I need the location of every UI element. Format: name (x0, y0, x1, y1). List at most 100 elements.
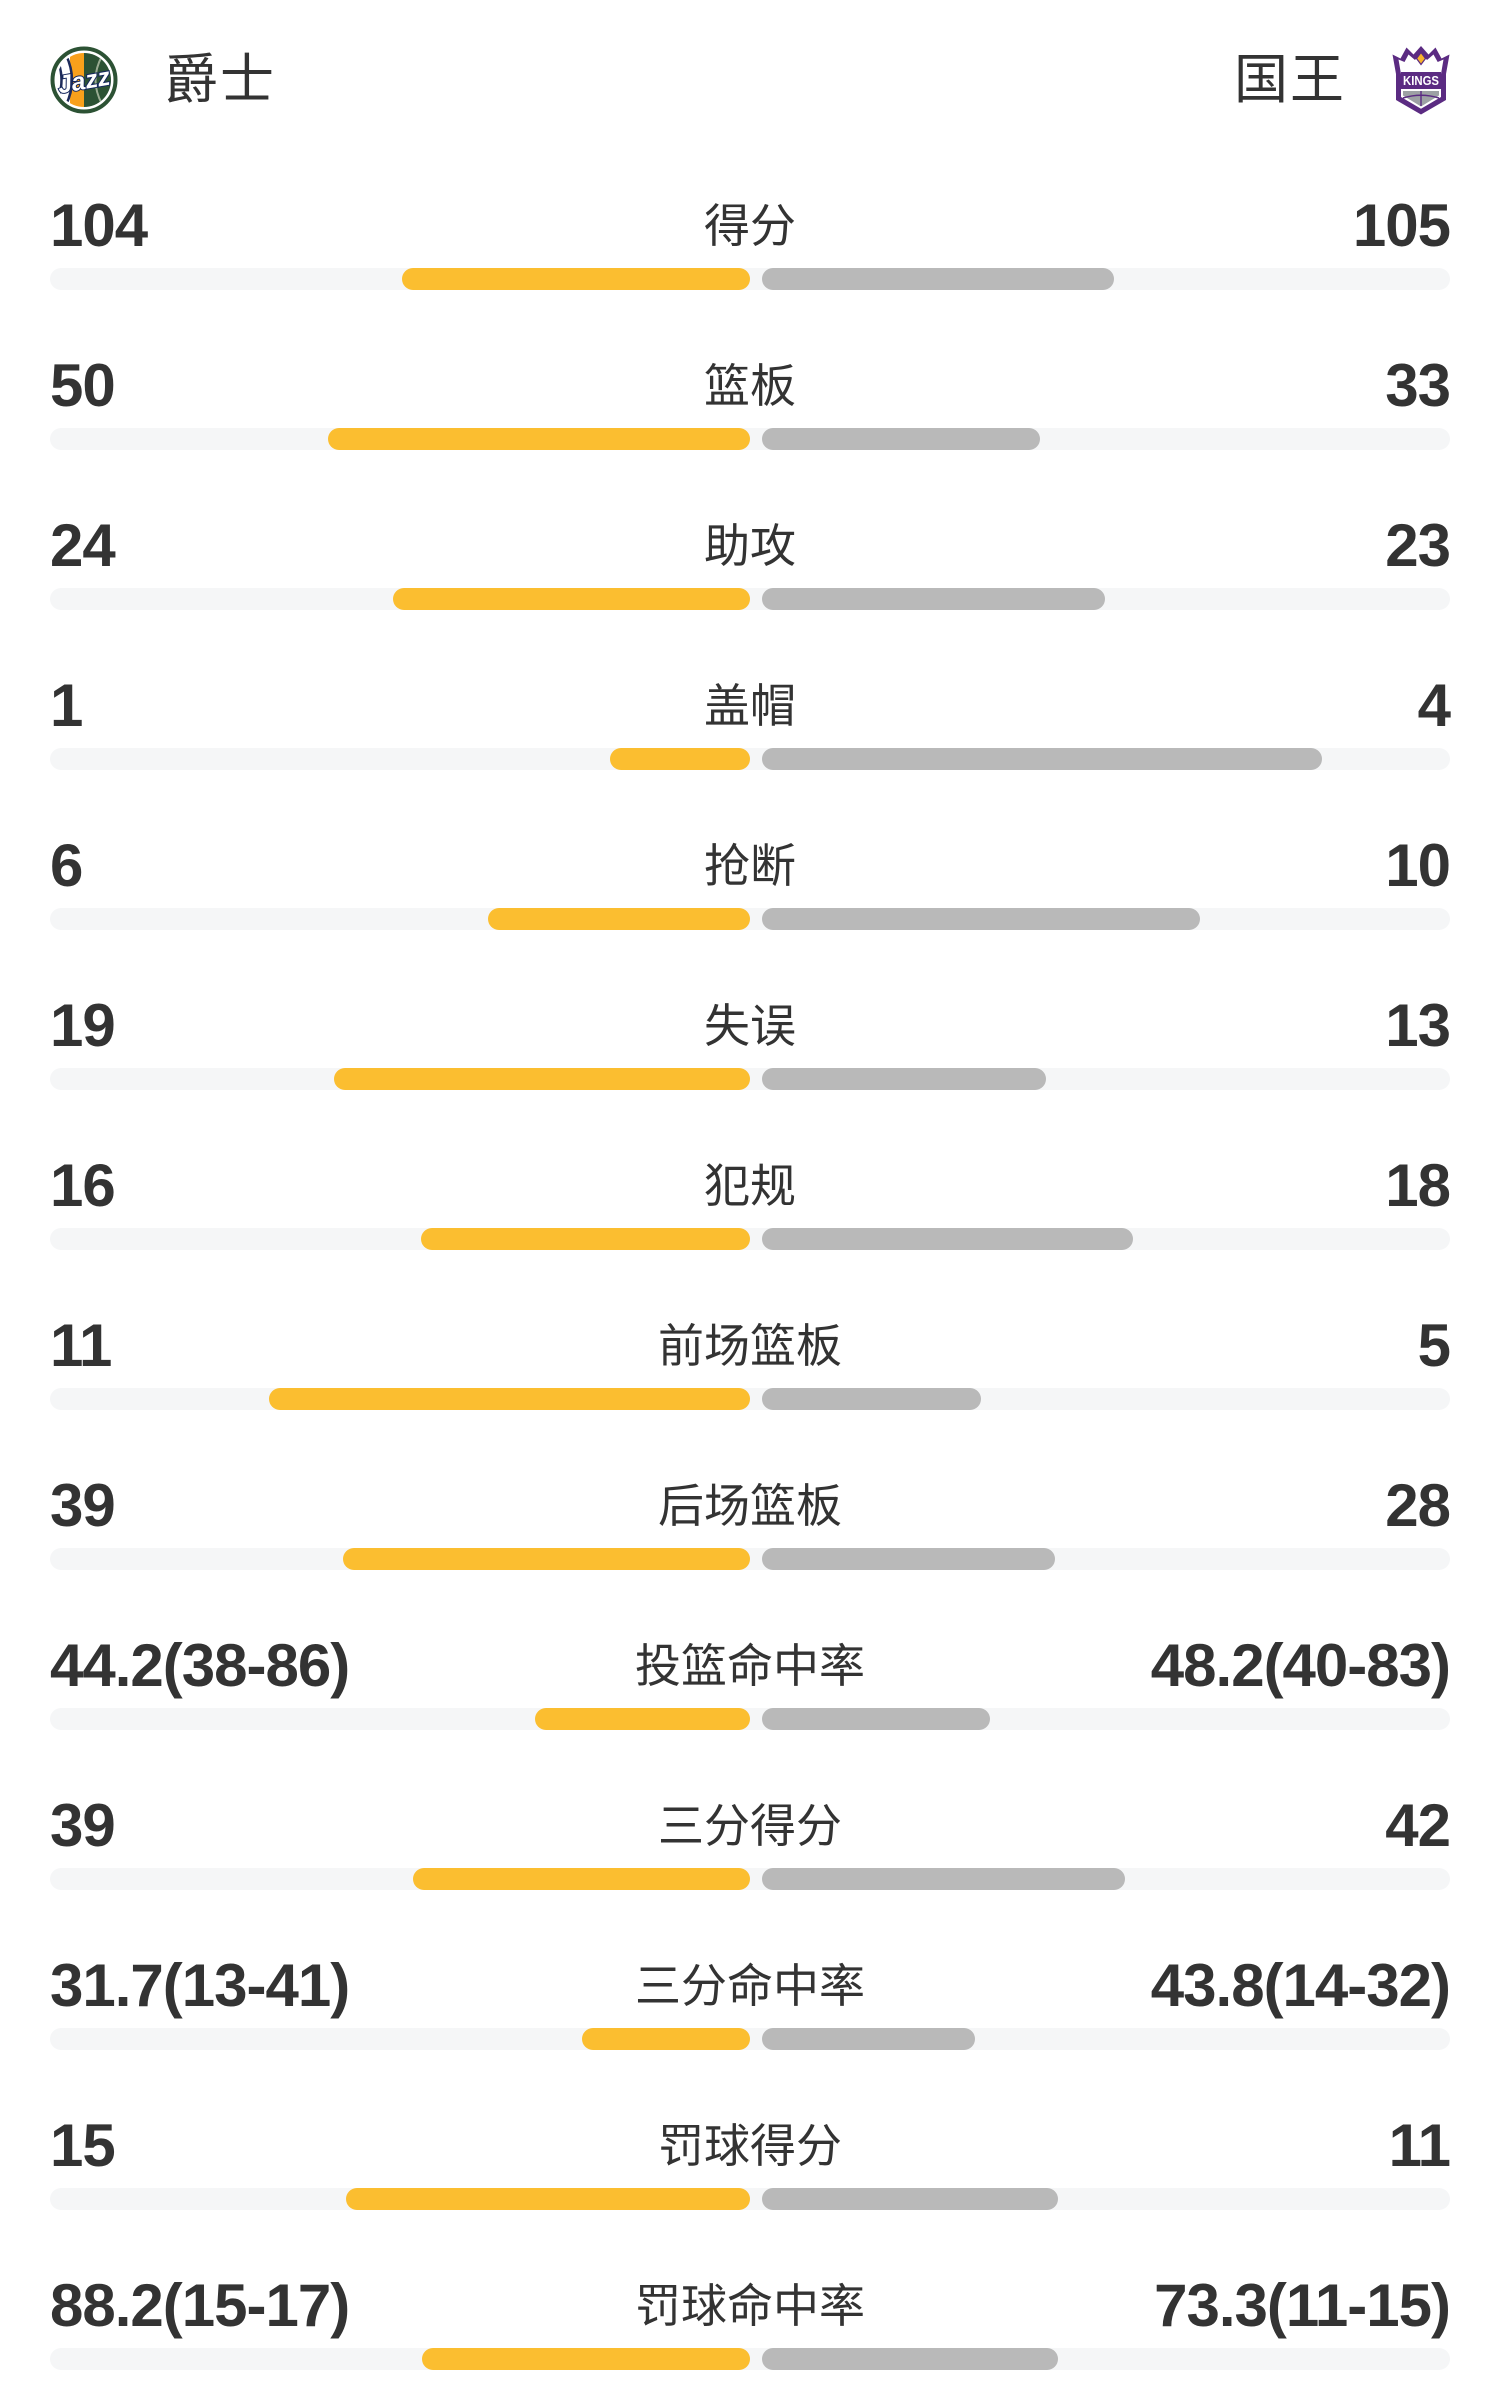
stat-bar-track (50, 1068, 1450, 1090)
left-team-bar (401, 268, 750, 290)
stat-row: 50 33 篮板 (50, 320, 1451, 480)
stat-label: 助攻 (704, 520, 796, 572)
stat-label: 篮板 (704, 360, 796, 412)
left-team-value: 15 (50, 2112, 116, 2179)
stat-bar-track (50, 268, 1450, 290)
left-team-bar (420, 1228, 750, 1250)
left-team-bar (535, 1708, 750, 1730)
left-team-name: 爵士 (164, 50, 276, 110)
stats-rows: 104 105 得分 50 33 篮板 24 23 助攻 (0, 160, 1500, 2400)
stat-row: 6 10 抢断 (50, 800, 1451, 960)
right-team-bar (762, 268, 1114, 290)
right-team-value: 13 (1385, 992, 1451, 1059)
stat-bar-track (50, 1388, 1450, 1410)
left-team-value: 24 (50, 512, 116, 579)
left-team-value: 44.2(38-86) (50, 1632, 350, 1699)
stat-label: 投篮命中率 (635, 1640, 865, 1692)
right-team-bar (762, 1548, 1055, 1570)
stat-label: 犯规 (704, 1160, 796, 1212)
right-team-bar (762, 1708, 990, 1730)
stat-bar-track (50, 1708, 1450, 1730)
stat-label: 盖帽 (704, 680, 796, 732)
left-team-header[interactable]: Jazz 爵士 (50, 46, 276, 114)
right-team-value: 5 (1417, 1312, 1451, 1379)
right-team-value: 23 (1385, 512, 1451, 579)
right-team-header[interactable]: 国王 KINGS (1234, 45, 1450, 115)
left-team-bar (392, 588, 750, 610)
left-team-value: 39 (50, 1472, 116, 1539)
stat-bar-track (50, 1228, 1450, 1250)
left-team-value: 6 (50, 832, 83, 899)
right-team-bar (762, 1388, 981, 1410)
right-team-value: 18 (1385, 1152, 1451, 1219)
stat-row: 24 23 助攻 (50, 480, 1451, 640)
stat-bar-track (50, 588, 1450, 610)
stat-label: 罚球得分 (658, 2120, 842, 2172)
right-team-bar (762, 908, 1200, 930)
matchup-header: Jazz 爵士 国王 KINGS (50, 0, 1450, 160)
left-team-bar (346, 2188, 750, 2210)
right-team-name: 国王 (1234, 50, 1346, 110)
right-team-bar (762, 1868, 1125, 1890)
stat-row: 44.2(38-86) 48.2(40-83) 投篮命中率 (50, 1600, 1451, 1760)
stat-row: 31.7(13-41) 43.8(14-32) 三分命中率 (50, 1920, 1451, 2080)
left-team-bar (421, 2348, 750, 2370)
right-team-value: 105 (1352, 192, 1451, 259)
left-team-bar (268, 1388, 750, 1410)
stat-bar-track (50, 1868, 1450, 1890)
stat-row: 16 18 犯规 (50, 1120, 1451, 1280)
stat-row: 15 11 罚球得分 (50, 2080, 1451, 2240)
stat-row: 11 5 前场篮板 (50, 1280, 1451, 1440)
stat-bar-track (50, 908, 1450, 930)
right-team-bar (762, 1068, 1047, 1090)
left-team-bar (487, 908, 750, 930)
right-team-bar (762, 2348, 1059, 2370)
left-team-bar (412, 1868, 750, 1890)
right-team-value: 43.8(14-32) (1150, 1952, 1451, 2019)
stat-bar-track (50, 2348, 1450, 2370)
stat-row: 88.2(15-17) 73.3(11-15) 罚球命中率 (50, 2240, 1451, 2400)
stat-label: 前场篮板 (658, 1320, 842, 1372)
left-team-value: 39 (50, 1792, 116, 1859)
stat-bar-track (50, 1548, 1450, 1570)
kings-logo-icon: KINGS (1392, 46, 1450, 115)
stat-label: 罚球命中率 (635, 2280, 865, 2332)
left-team-value: 50 (50, 352, 116, 419)
right-team-value: 33 (1385, 352, 1451, 419)
svg-text:KINGS: KINGS (1403, 73, 1439, 88)
left-team-bar (334, 1068, 750, 1090)
right-team-bar (762, 2188, 1059, 2210)
left-team-value: 104 (50, 192, 148, 259)
left-team-bar (328, 428, 750, 450)
right-team-bar (762, 1228, 1133, 1250)
stat-bar-track (50, 428, 1450, 450)
left-team-value: 1 (50, 672, 83, 739)
stat-label: 得分 (704, 200, 796, 252)
stat-bar-track (50, 748, 1450, 770)
left-team-bar (342, 1548, 750, 1570)
right-team-value: 73.3(11-15) (1154, 2272, 1451, 2339)
stat-row: 39 42 三分得分 (50, 1760, 1451, 1920)
jazz-logo-icon: Jazz (50, 46, 118, 114)
right-team-value: 48.2(40-83) (1150, 1632, 1451, 1699)
left-team-bar (581, 2028, 750, 2050)
stat-label: 三分得分 (658, 1800, 842, 1852)
left-team-value: 31.7(13-41) (50, 1952, 350, 2019)
right-team-bar (762, 588, 1105, 610)
stat-label: 抢断 (704, 840, 796, 892)
stat-row: 39 28 后场篮板 (50, 1440, 1451, 1600)
right-team-bar (762, 748, 1322, 770)
right-team-bar (762, 2028, 975, 2050)
left-team-value: 19 (50, 992, 116, 1059)
stat-label: 后场篮板 (658, 1480, 842, 1532)
stat-label: 失误 (704, 1000, 796, 1052)
stat-label: 三分命中率 (635, 1960, 865, 2012)
stat-bar-track (50, 2028, 1450, 2050)
stat-row: 1 4 盖帽 (50, 640, 1451, 800)
right-team-value: 28 (1385, 1472, 1451, 1539)
left-team-bar (610, 748, 750, 770)
left-team-value: 16 (50, 1152, 116, 1219)
right-team-value: 4 (1417, 672, 1451, 739)
stat-bar-track (50, 2188, 1450, 2210)
